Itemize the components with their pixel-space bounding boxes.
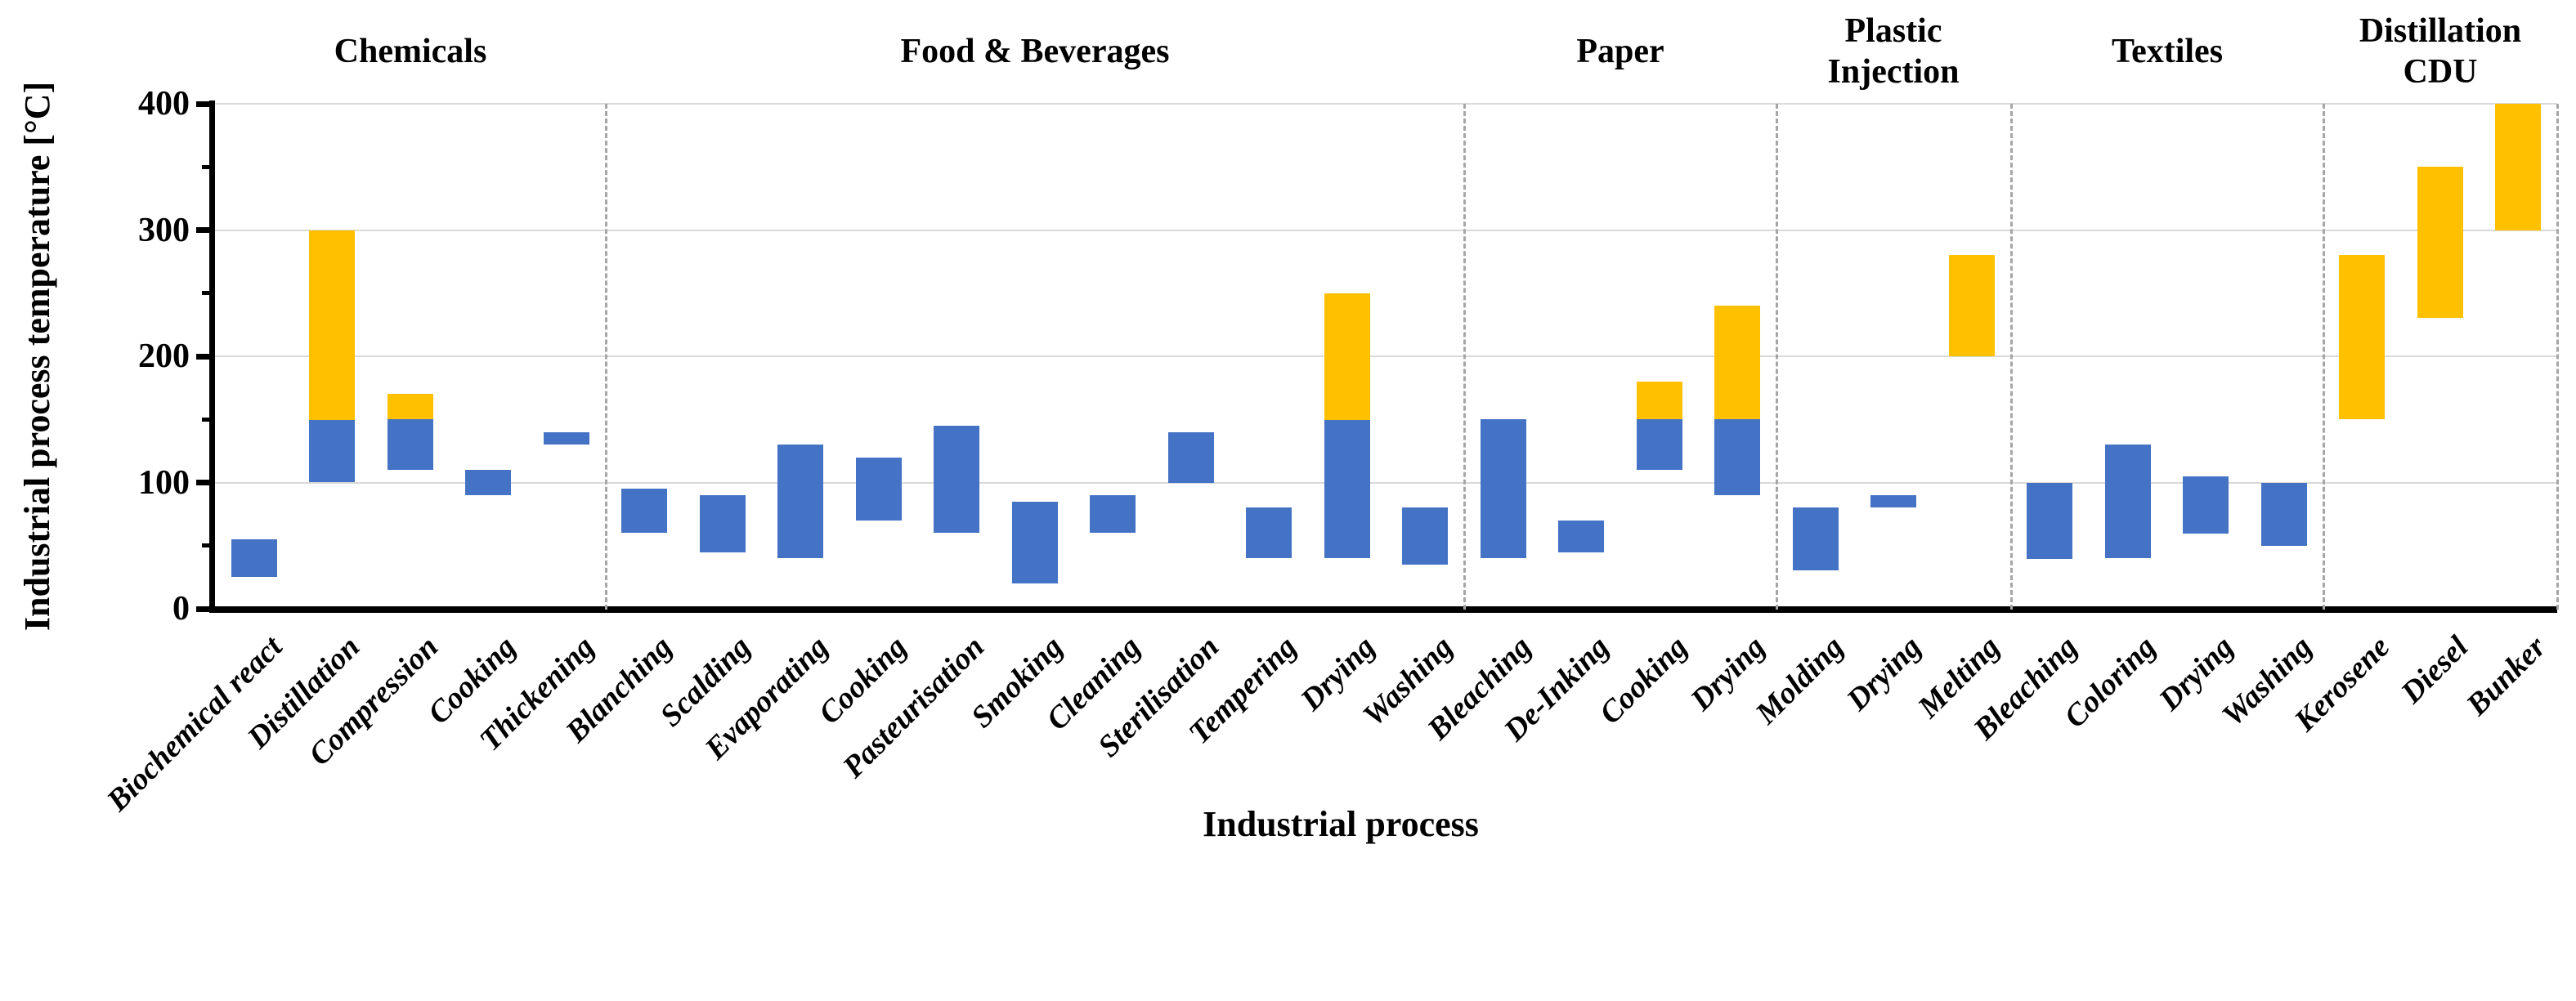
gridline-200 xyxy=(215,355,2557,357)
y-axis-line xyxy=(209,101,215,613)
y-axis-title: Industrial process temperature [°C] xyxy=(17,81,57,632)
x-axis-title: Industrial process xyxy=(1203,804,1479,844)
bar-segment-high xyxy=(2495,104,2541,230)
bar-segment-low xyxy=(1012,502,1058,583)
bar-segment-high xyxy=(1324,293,1370,420)
bar-segment-low xyxy=(1793,507,1839,570)
gridline-400 xyxy=(215,103,2557,105)
bar-segment-low xyxy=(1402,507,1448,565)
group-separator-line xyxy=(605,104,607,610)
temperature-range-chart: Industrial process temperature [°C] Indu… xyxy=(17,11,2559,844)
x-axis-label: Distillation xyxy=(240,629,367,756)
bar-segment-high xyxy=(1714,306,1760,419)
bar-segment-low xyxy=(1870,495,1916,507)
gridline-100 xyxy=(215,482,2557,484)
bar-segment-low xyxy=(2261,483,2307,546)
group-header: Distillation CDU xyxy=(2359,11,2522,91)
group-separator-line xyxy=(2323,104,2325,610)
bar-segment-low xyxy=(465,470,511,495)
bar-segment-low xyxy=(388,419,433,470)
bar-segment-high xyxy=(2339,255,2385,419)
group-separator-line xyxy=(2010,104,2013,610)
x-axis-line xyxy=(209,606,2557,613)
y-major-tick xyxy=(196,354,209,360)
bar-segment-low xyxy=(2183,476,2229,534)
bar-segment-low xyxy=(856,458,902,521)
group-separator-line xyxy=(1776,104,1778,610)
bar-segment-low xyxy=(1637,419,1682,470)
bar-segment-low xyxy=(777,445,823,558)
y-tick-label-400: 400 xyxy=(138,85,190,123)
group-header: Food & Beverages xyxy=(900,32,1170,70)
y-major-tick xyxy=(196,101,209,107)
bar-segment-low xyxy=(544,432,589,445)
bar-segment-low xyxy=(2105,445,2151,558)
bar-segment-high xyxy=(388,394,433,419)
y-minor-tick xyxy=(202,291,209,295)
bar-segment-low xyxy=(1558,521,1604,552)
group-header: Textiles xyxy=(2111,32,2224,70)
bar-segment-low xyxy=(1168,432,1214,483)
y-minor-tick xyxy=(202,165,209,169)
y-tick-label-100: 100 xyxy=(138,464,190,502)
bar-segment-low xyxy=(1324,419,1370,558)
plot-right-border xyxy=(2556,104,2559,610)
bar-segment-low xyxy=(1481,419,1526,558)
bar-segment-low xyxy=(231,539,277,577)
group-header: Paper xyxy=(1576,32,1664,70)
y-tick-label-200: 200 xyxy=(138,337,190,375)
y-minor-tick xyxy=(202,418,209,422)
y-tick-label-300: 300 xyxy=(138,212,190,249)
group-header: Plastic Injection xyxy=(1827,11,1960,91)
bar-segment-low xyxy=(2027,483,2072,559)
bar-segment-low xyxy=(934,426,979,533)
y-tick-label-0: 0 xyxy=(172,590,190,628)
x-axis-label: Compression xyxy=(302,629,446,773)
group-separator-line xyxy=(1463,104,1466,610)
bar-segment-high xyxy=(2417,167,2463,318)
bar-segment-low xyxy=(621,489,667,533)
bar-segment-low xyxy=(700,495,746,552)
bar-segment-high xyxy=(1637,382,1682,419)
group-header: Chemicals xyxy=(334,32,487,70)
gridline-300 xyxy=(215,230,2557,231)
y-major-tick xyxy=(196,480,209,485)
y-minor-tick xyxy=(202,543,209,547)
bar-segment-high xyxy=(1949,255,1995,356)
bar-segment-low xyxy=(1090,495,1136,533)
bar-segment-low xyxy=(1714,419,1760,495)
bar-segment-low xyxy=(1246,507,1292,558)
y-major-tick xyxy=(196,227,209,233)
y-major-tick xyxy=(196,606,209,612)
bar-segment-high xyxy=(309,230,355,420)
bar-segment-low xyxy=(309,419,355,482)
